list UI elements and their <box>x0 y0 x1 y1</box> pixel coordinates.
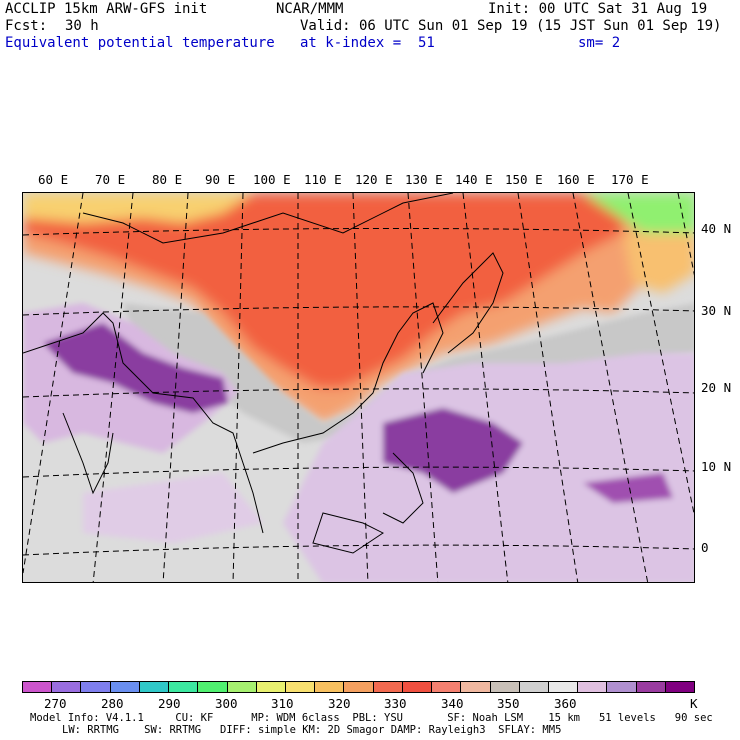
longitude-label: 60 E <box>38 172 69 187</box>
latitude-label: 10 N <box>701 459 732 474</box>
colorbar-swatch <box>461 682 491 692</box>
forecast-hour: 30 h <box>65 18 99 34</box>
colorbar-swatch <box>636 682 666 692</box>
model-info-line2: LW: RRTMG SW: RRTMG DIFF: simple KM: 2D … <box>62 724 562 736</box>
mid-band <box>123 303 694 443</box>
colorbar-tick-label: 270 <box>44 696 67 711</box>
colorbar-swatch <box>52 682 82 692</box>
longitude-label: 170 E <box>611 172 649 187</box>
colorbar-unit: K <box>690 696 698 711</box>
colorbar-swatch <box>432 682 462 692</box>
colorbar-swatch <box>519 682 549 692</box>
latitude-label: 30 N <box>701 303 732 318</box>
valid-time: Valid: 06 UTC Sun 01 Sep 19 (15 JST Sun … <box>300 18 722 34</box>
colorbar-swatch <box>81 682 111 692</box>
longitude-label: 80 E <box>152 172 183 187</box>
colorbar-swatch <box>256 682 286 692</box>
colorbar-swatch <box>23 682 53 692</box>
colorbar-swatch <box>402 682 433 692</box>
colorbar-swatch <box>227 682 257 692</box>
init-time: Init: 00 UTC Sat 31 Aug 19 <box>488 1 708 17</box>
latitude-label: 40 N <box>701 221 732 236</box>
longitude-label: 150 E <box>505 172 543 187</box>
longitude-label: 70 E <box>95 172 126 187</box>
colorbar-swatch <box>139 682 170 692</box>
colorbar-tick-label: 300 <box>215 696 238 711</box>
colorbar-tick-label: 340 <box>441 696 464 711</box>
colorbar-swatch <box>665 682 695 692</box>
colorbar-swatch <box>373 682 403 692</box>
colorbar-tick-label: 330 <box>384 696 407 711</box>
longitude-label: 130 E <box>405 172 443 187</box>
latitude-label: 20 N <box>701 380 732 395</box>
colorbar-swatch <box>110 682 140 692</box>
colorbar-tick-label: 360 <box>554 696 577 711</box>
map-field <box>23 193 694 582</box>
colorbar-tick-label: 310 <box>271 696 294 711</box>
colorbar-tick-label: 290 <box>158 696 181 711</box>
colorbar-swatch <box>344 682 374 692</box>
weather-map <box>22 192 695 583</box>
colorbar-tick-label: 280 <box>101 696 124 711</box>
colorbar-swatch <box>490 682 520 692</box>
colorbar-swatch <box>285 682 316 692</box>
colorbar-swatch <box>198 682 228 692</box>
longitude-label: 90 E <box>205 172 236 187</box>
colorbar-swatch <box>169 682 199 692</box>
graticule <box>23 193 694 582</box>
model-info-line1: Model Info: V4.1.1 CU: KF MP: WDM 6class… <box>30 712 713 724</box>
colorbar-tick-label: 350 <box>497 696 520 711</box>
colorbar-tick-label: 320 <box>328 696 351 711</box>
colorbar-swatch <box>548 682 579 692</box>
longitude-label: 140 E <box>455 172 493 187</box>
latitude-label: 0 <box>701 540 709 555</box>
colorbar-swatch <box>578 682 608 692</box>
colorbar <box>22 681 695 693</box>
organization-label: NCAR/MMM <box>276 1 344 17</box>
colorbar-swatch <box>607 682 637 692</box>
forecast-label: Fcst: <box>5 18 48 34</box>
colorbar-swatch <box>315 682 345 692</box>
longitude-label: 160 E <box>557 172 595 187</box>
longitude-label: 120 E <box>355 172 393 187</box>
level-index: at k-index = 51 <box>300 35 435 51</box>
longitude-label: 100 E <box>253 172 291 187</box>
model-title: ACCLIP 15km ARW-GFS init <box>5 1 208 17</box>
smoothing-label: sm= 2 <box>578 35 621 51</box>
field-name: Equivalent potential temperature <box>5 35 275 51</box>
coastlines <box>23 193 504 554</box>
longitude-label: 110 E <box>304 172 342 187</box>
